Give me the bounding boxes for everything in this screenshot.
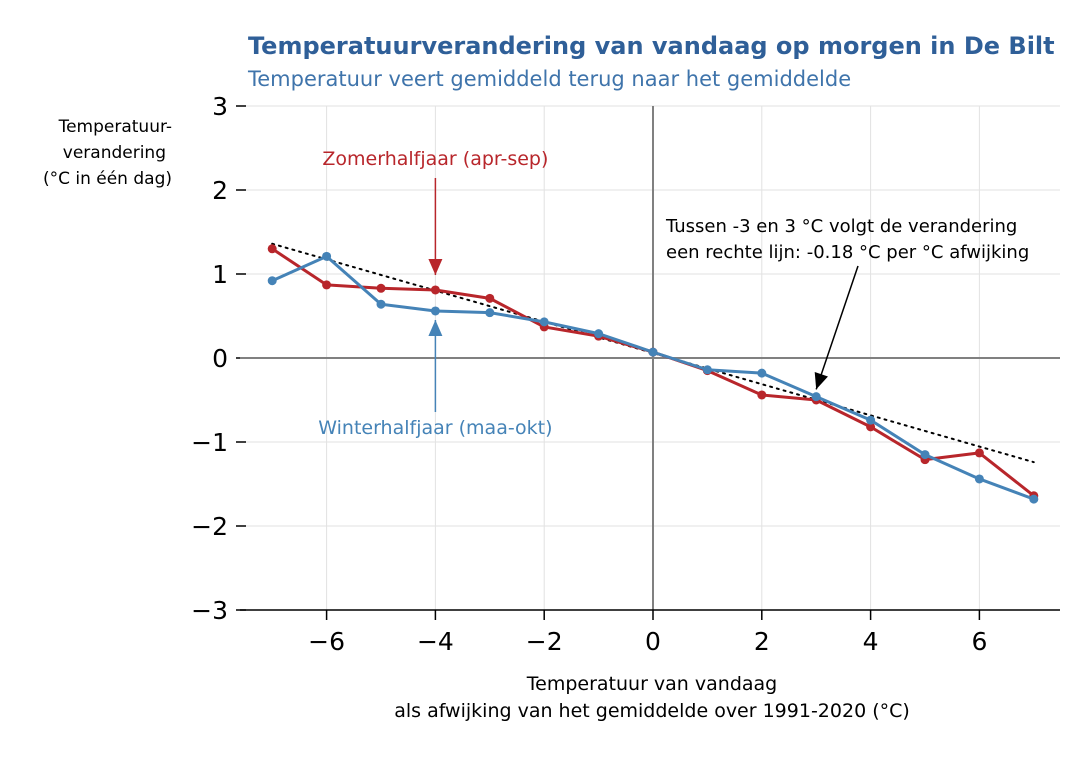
data-point: [974, 474, 984, 484]
y-axis-label-line: verandering: [63, 143, 166, 163]
data-point: [757, 368, 767, 378]
y-tick-label: 3: [212, 92, 228, 121]
data-point: [757, 390, 767, 400]
x-tick-label: 4: [863, 627, 879, 656]
y-axis-label-line: (°C in één dag): [43, 169, 172, 189]
data-point: [974, 448, 984, 458]
annotation-trend-arrow-head: [814, 372, 828, 390]
data-point: [594, 329, 604, 339]
y-tick-label: −1: [191, 428, 228, 457]
data-point: [539, 317, 549, 327]
chart-subtitle: Temperatuur veert gemiddeld terug naar h…: [247, 67, 851, 91]
x-tick-label: −6: [308, 627, 345, 656]
data-point: [376, 299, 386, 309]
annotation-trend-text: Tussen -3 en 3 °C volgt de verandering: [665, 216, 1017, 237]
data-point: [866, 415, 876, 425]
annotation-zomer-text: Zomerhalfjaar (apr-sep): [322, 148, 548, 170]
data-point: [267, 244, 277, 254]
annotation-winter-text: Winterhalfjaar (maa-okt): [318, 417, 552, 439]
x-axis-label: Temperatuur van vandaag als afwijking va…: [394, 673, 910, 722]
x-tick-label: −4: [417, 627, 454, 656]
x-tick-label: 6: [971, 627, 987, 656]
annotation-winter-arrow-head: [428, 320, 443, 336]
y-axis-label-line: Temperatuur-: [58, 117, 172, 137]
data-point: [702, 365, 712, 375]
annotation-trend-text: een rechte lijn: -0.18 °C per °C afwijki…: [666, 242, 1029, 263]
y-tick-label: 2: [212, 176, 228, 205]
data-point: [648, 347, 658, 357]
y-axis-label: Temperatuur- verandering (°C in één dag): [43, 117, 172, 189]
data-point: [1029, 494, 1039, 504]
data-point: [322, 280, 332, 290]
data-point: [430, 306, 440, 316]
data-point: [267, 276, 277, 286]
data-point: [430, 285, 440, 295]
data-point: [485, 308, 495, 318]
x-tick-label: 0: [645, 627, 661, 656]
chart-title: Temperatuurverandering van vandaag op mo…: [248, 32, 1055, 60]
annotation-trend-arrow-line: [815, 265, 859, 390]
data-point: [811, 392, 821, 402]
x-axis-label-line: als afwijking van het gemiddelde over 19…: [394, 700, 910, 722]
data-point: [920, 450, 930, 460]
data-point: [866, 422, 876, 432]
data-point: [376, 283, 386, 293]
y-tick-label: 1: [212, 260, 228, 289]
x-tick-label: −2: [526, 627, 563, 656]
y-tick-label: 0: [212, 344, 228, 373]
x-tick-label: 2: [754, 627, 770, 656]
trend-line: [271, 242, 1035, 464]
annotation-zomer-arrow-head: [428, 259, 443, 275]
y-tick-label: −2: [191, 512, 228, 541]
data-point: [485, 293, 495, 303]
x-axis-label-line: Temperatuur van vandaag: [526, 673, 777, 695]
data-point: [322, 251, 332, 261]
y-tick-label: −3: [191, 596, 228, 625]
